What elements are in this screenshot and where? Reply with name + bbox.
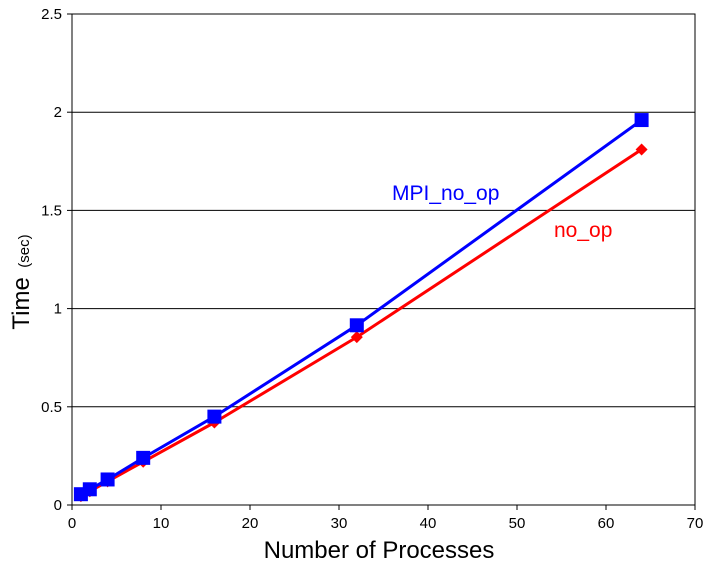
x-tick-label: 40 xyxy=(420,515,437,532)
data-point xyxy=(100,472,115,487)
y-tick-label: 0 xyxy=(54,497,62,514)
data-point xyxy=(207,409,222,424)
y-tick-label: 1.5 xyxy=(41,202,62,219)
x-tick-label: 50 xyxy=(509,515,526,532)
y-axis-ticks: 0 0.5 1 1.5 2 2.5 xyxy=(41,6,72,514)
y-axis-title: Time (sec) xyxy=(8,234,35,329)
series-label-no-op: no_op xyxy=(554,219,612,242)
plot-area-frame xyxy=(71,13,696,506)
x-tick-label: 70 xyxy=(687,515,704,532)
x-tick-label: 60 xyxy=(598,515,615,532)
y-axis-title-unit: (sec) xyxy=(16,234,33,267)
x-axis-title: Number of Processes xyxy=(264,537,495,564)
data-point xyxy=(136,450,151,465)
y-tick-label: 1 xyxy=(54,301,62,318)
x-tick-label: 20 xyxy=(242,515,259,532)
y-axis-title-main: Time xyxy=(8,277,35,329)
series-line xyxy=(80,118,643,496)
y-tick-label: 0.5 xyxy=(41,399,62,416)
x-tick-label: 30 xyxy=(331,515,348,532)
horizontal-grid xyxy=(72,111,695,408)
y-tick-label: 2.5 xyxy=(41,6,62,23)
x-axis-ticks: 0 10 20 30 40 50 60 70 xyxy=(68,505,704,532)
data-point xyxy=(634,113,649,128)
x-tick-label: 10 xyxy=(153,515,170,532)
data-point xyxy=(350,331,363,344)
y-tick-label: 2 xyxy=(54,104,62,121)
x-tick-label: 0 xyxy=(68,515,76,532)
data-point xyxy=(82,482,97,497)
data-point xyxy=(635,143,648,156)
series-mpi-no-op xyxy=(73,113,649,502)
data-point xyxy=(349,318,364,333)
series-label-mpi-no-op: MPI_no_op xyxy=(392,182,499,205)
series-layer xyxy=(73,113,649,503)
